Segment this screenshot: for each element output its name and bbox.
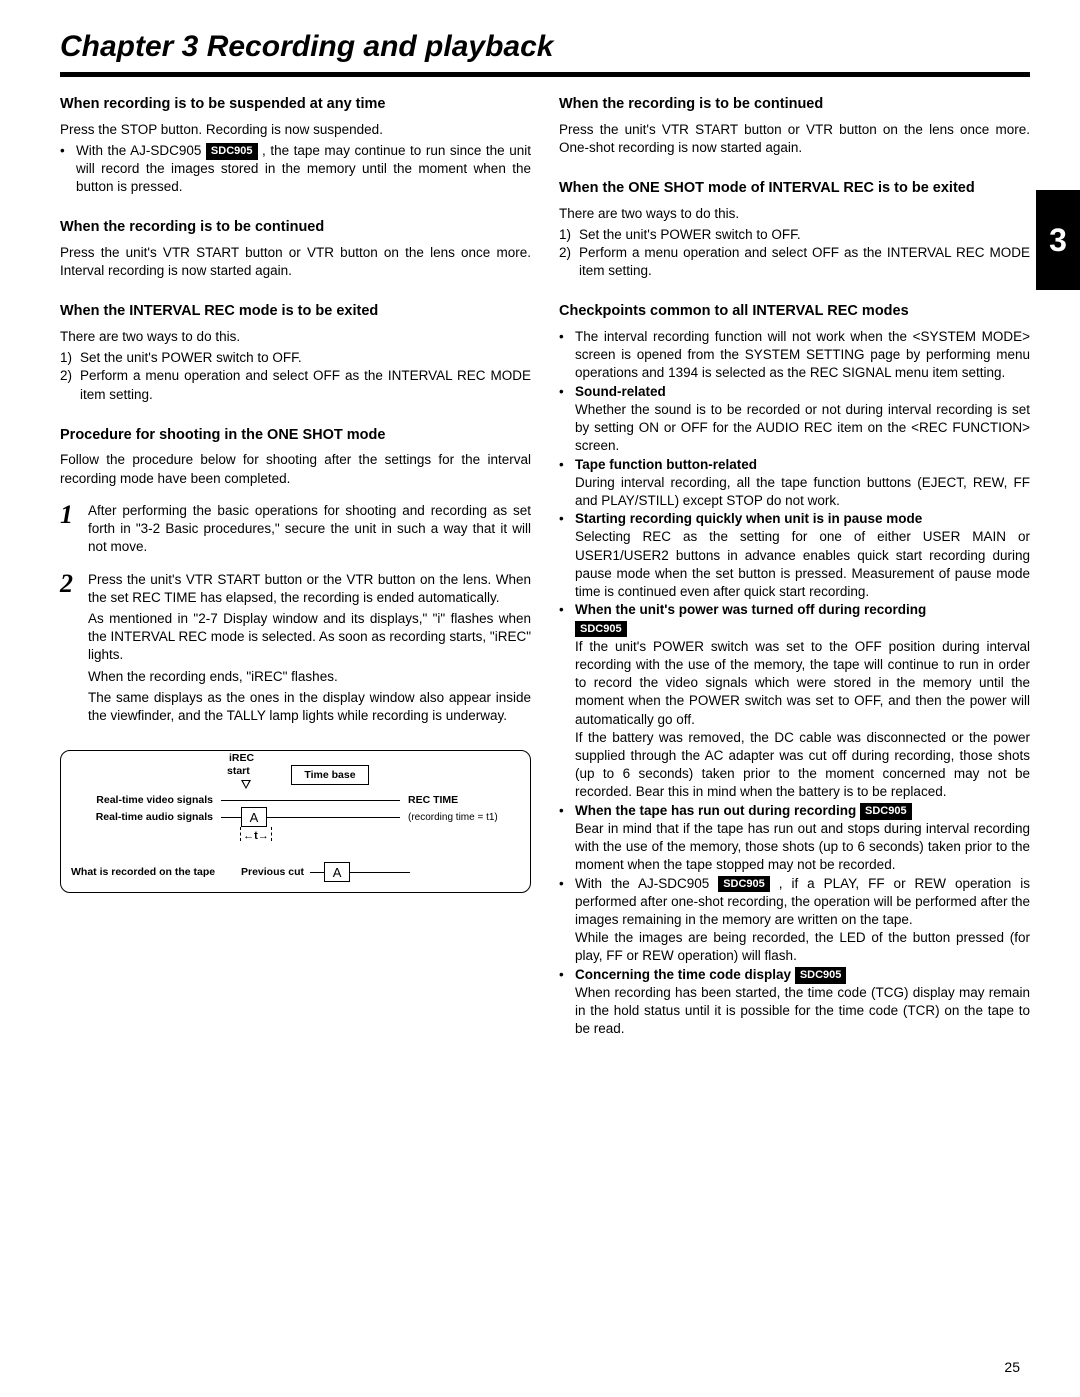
section-title: When the recording is to be continued — [559, 95, 1030, 115]
diag-a-box: A — [324, 862, 350, 882]
bullet-item: •When the unit's power was turned off du… — [559, 601, 1030, 619]
body-text: Press the STOP button. Recording is now … — [60, 121, 531, 139]
bullet-continuation: When recording has been started, the tim… — [559, 984, 1030, 1039]
content-columns: When recording is to be suspended at any… — [60, 95, 1030, 1039]
section-title: When the INTERVAL REC mode is to be exit… — [60, 302, 531, 322]
body-text: There are two ways to do this. — [559, 205, 1030, 223]
page-number: 25 — [1004, 1359, 1020, 1375]
left-column: When recording is to be suspended at any… — [60, 95, 531, 1039]
diag-label-what: What is recorded on the tape — [71, 865, 241, 879]
model-badge: SDC905 — [718, 876, 770, 893]
bullet-continuation: During interval recording, all the tape … — [559, 474, 1030, 510]
text: With the AJ-SDC905 — [76, 143, 201, 158]
step-number: 2 — [60, 571, 88, 729]
bullet-item: •When the tape has run out during record… — [559, 802, 1030, 820]
numbered-item: 2)Perform a menu operation and select OF… — [559, 244, 1030, 280]
section-title: Checkpoints common to all INTERVAL REC m… — [559, 302, 1030, 322]
bullet-item: •Concerning the time code display SDC905 — [559, 966, 1030, 984]
model-badge: SDC905 — [575, 621, 627, 638]
step-number: 1 — [60, 502, 88, 557]
section-title: Procedure for shooting in the ONE SHOT m… — [60, 426, 531, 446]
bullet-continuation: Bear in mind that if the tape has run ou… — [559, 820, 1030, 875]
diag-label-rectime2: (recording time = t1) — [400, 811, 520, 825]
model-badge: SDC905 — [795, 967, 847, 984]
diag-start-marker-icon — [241, 780, 251, 789]
body-text: There are two ways to do this. — [60, 328, 531, 346]
bullet-item: •With the AJ-SDC905 SDC905 , if a PLAY, … — [559, 875, 1030, 930]
step-text: After performing the basic operations fo… — [88, 502, 531, 557]
right-column: When the recording is to be continued Pr… — [559, 95, 1030, 1039]
chapter-side-tab: 3 — [1036, 190, 1080, 290]
bullet-item: •Sound-related — [559, 383, 1030, 401]
bullet-item: •Tape function button-related — [559, 456, 1030, 474]
bullet-item: •The interval recording function will no… — [559, 328, 1030, 383]
step-text: Press the unit's VTR START button or the… — [88, 571, 531, 729]
body-text: Follow the procedure below for shooting … — [60, 451, 531, 487]
section-title: When the ONE SHOT mode of INTERVAL REC i… — [559, 179, 1030, 199]
bullet-continuation: While the images are being recorded, the… — [559, 929, 1030, 965]
bullet-continuation: If the unit's POWER switch was set to th… — [559, 638, 1030, 729]
bullet-continuation: SDC905 — [559, 620, 1030, 638]
section-title: When the recording is to be continued — [60, 218, 531, 238]
diag-label-rtv: Real-time video signals — [71, 793, 221, 807]
section-title: When recording is to be suspended at any… — [60, 95, 531, 115]
bullet-continuation: Selecting REC as the setting for one of … — [559, 528, 1030, 601]
bullet-continuation: Whether the sound is to be recorded or n… — [559, 401, 1030, 456]
bullet-item: •Starting recording quickly when unit is… — [559, 510, 1030, 528]
body-text: Press the unit's VTR START button or VTR… — [559, 121, 1030, 157]
diag-a-box: A — [241, 807, 267, 827]
body-text: Press the unit's VTR START button or VTR… — [60, 244, 531, 280]
numbered-item: 1)Set the unit's POWER switch to OFF. — [559, 226, 1030, 244]
diag-label-rectime: REC TIME — [400, 793, 520, 807]
step-1: 1 After performing the basic operations … — [60, 502, 531, 557]
model-badge: SDC905 — [860, 803, 912, 820]
numbered-item: 2)Perform a menu operation and select OF… — [60, 367, 531, 403]
model-badge: SDC905 — [206, 143, 258, 160]
diag-label-rta: Real-time audio signals — [71, 810, 221, 824]
step-2: 2 Press the unit's VTR START button or t… — [60, 571, 531, 729]
bullet-continuation: If the battery was removed, the DC cable… — [559, 729, 1030, 802]
chapter-title: Chapter 3 Recording and playback — [60, 30, 1030, 77]
numbered-item: 1)Set the unit's POWER switch to OFF. — [60, 349, 531, 367]
diag-timebase-box: Time base — [291, 765, 369, 785]
diag-label-prev: Previous cut — [241, 865, 310, 879]
diag-label-start: start — [227, 764, 250, 778]
timing-diagram: iREC start Time base Real-time video sig… — [60, 750, 531, 893]
diag-t-arrows: ← t → — [241, 829, 271, 844]
bullet-item: • With the AJ-SDC905 SDC905 , the tape m… — [60, 142, 531, 197]
